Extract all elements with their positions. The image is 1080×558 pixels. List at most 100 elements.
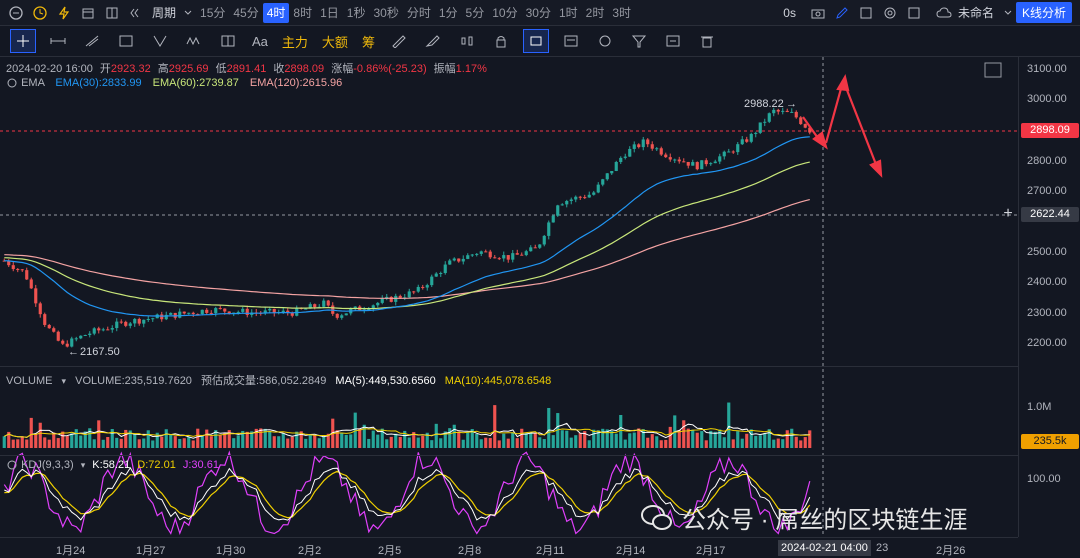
menu-icon[interactable] [8, 5, 24, 21]
volume-bar [389, 436, 393, 448]
volume-bar [583, 431, 587, 448]
volume-value: VOLUME:235,519.7620 [75, 375, 192, 387]
volume-bars [2, 402, 812, 448]
trash-icon[interactable] [695, 30, 719, 52]
volume-bar [722, 437, 726, 448]
candle [340, 315, 344, 318]
price-chart[interactable]: 2988.22 → ← 2167.50 [0, 57, 1018, 537]
volume-bar [461, 439, 465, 448]
text-tool[interactable]: Aa [252, 33, 268, 49]
clock-icon[interactable] [32, 5, 48, 21]
chevron-down-icon-2[interactable] [1000, 5, 1016, 21]
period-1s[interactable]: 1秒 [346, 5, 366, 20]
candle [722, 151, 726, 157]
period-10m[interactable]: 10分 [492, 5, 518, 20]
volume-bar [655, 436, 659, 448]
wave-icon[interactable] [182, 30, 206, 52]
period-timeshare[interactable]: 分时 [406, 5, 431, 20]
volume-bar [484, 437, 488, 448]
ema-label[interactable]: EMA [21, 77, 45, 89]
brush-icon[interactable] [421, 30, 445, 52]
volume-bar [641, 429, 645, 448]
period-8h[interactable]: 8时 [293, 5, 313, 20]
horizontal-line-icon[interactable] [46, 30, 70, 52]
big-orders-button[interactable]: 大额 [321, 34, 348, 50]
time-axis[interactable]: 1月24 1月27 1月30 2月2 2月5 2月8 2月11 2月14 2月1… [0, 537, 1018, 558]
chips-button[interactable]: 筹 [361, 34, 375, 50]
candle [758, 122, 762, 133]
main-force-button[interactable]: 主力 [281, 34, 308, 50]
volume-bar [380, 428, 384, 448]
price-tick: 2500.00 [1027, 246, 1067, 258]
link-icon[interactable] [593, 30, 617, 52]
ruler-icon[interactable] [387, 30, 411, 52]
period-30m[interactable]: 30分 [525, 5, 551, 20]
candle [515, 253, 519, 255]
candle [740, 139, 744, 145]
layout-icon[interactable] [104, 5, 120, 21]
trend-line-icon[interactable] [80, 30, 104, 52]
lock-icon[interactable] [489, 30, 513, 52]
seconds-label[interactable]: 0s [783, 5, 796, 20]
sync-icon[interactable] [661, 30, 685, 52]
candle [101, 329, 105, 331]
period-2h[interactable]: 2时 [585, 5, 605, 20]
rectangle-icon[interactable] [114, 30, 138, 52]
period-1h[interactable]: 1时 [558, 5, 578, 20]
fib-icon[interactable] [148, 30, 172, 52]
flash-icon[interactable] [56, 5, 72, 21]
period-30s[interactable]: 30秒 [373, 5, 399, 20]
fullscreen-icon[interactable] [906, 5, 922, 21]
volume-bar [74, 429, 78, 448]
edit-icon[interactable] [834, 5, 850, 21]
candle [646, 139, 650, 145]
chevron-left-icon[interactable] [128, 5, 144, 21]
candle [430, 276, 434, 286]
candle [664, 154, 668, 158]
period-45m[interactable]: 45分 [233, 5, 259, 20]
calendar-icon[interactable] [80, 5, 96, 21]
candle [200, 309, 204, 315]
volume-bar [430, 440, 434, 448]
cloud-icon[interactable] [936, 5, 952, 21]
period-5m[interactable]: 5分 [465, 5, 485, 20]
volume-bar [295, 431, 299, 448]
crosshair-tool-icon[interactable] [10, 29, 36, 53]
period-1d[interactable]: 1日 [320, 5, 339, 20]
volume-bar [209, 436, 213, 448]
candle [97, 328, 101, 331]
expand-icon[interactable] [984, 62, 1002, 78]
measure-icon[interactable] [216, 30, 240, 52]
candle [236, 311, 240, 313]
close-label: 收 [273, 63, 285, 75]
layout-name[interactable]: 未命名 [957, 6, 994, 20]
candle [785, 110, 789, 113]
period-1m[interactable]: 1分 [438, 5, 458, 20]
candle [38, 303, 42, 315]
candle [146, 319, 150, 321]
kline-analysis-button[interactable]: K线分析 [1015, 2, 1072, 23]
eye-icon-2[interactable] [6, 460, 18, 470]
candle [587, 194, 591, 198]
magnet-icon[interactable] [522, 29, 549, 53]
kdj-axis-tick: 100.00 [1027, 473, 1061, 485]
template-icon[interactable] [559, 30, 583, 52]
plus-icon[interactable]: + [1003, 205, 1013, 222]
period-4h[interactable]: 4时 [262, 2, 290, 23]
candles-icon[interactable] [455, 30, 479, 52]
kdj-label[interactable]: KDJ(9,3,3) [21, 459, 74, 471]
volume-bar [727, 402, 731, 448]
camera-icon[interactable] [810, 5, 826, 21]
volume-label[interactable]: VOLUME [6, 375, 53, 387]
period-menu[interactable]: 周期 [152, 5, 177, 20]
volume-bar [547, 407, 551, 448]
filter-icon[interactable] [627, 30, 651, 52]
period-3h[interactable]: 3时 [612, 5, 632, 20]
gear-icon[interactable] [882, 5, 898, 21]
eye-icon[interactable] [6, 78, 18, 88]
period-15m[interactable]: 15分 [200, 5, 226, 20]
image-icon[interactable] [858, 5, 874, 21]
volume-bar [524, 432, 528, 448]
chevron-down-icon[interactable] [180, 5, 196, 21]
price-axis[interactable]: 3100.00 3000.00 2800.00 2700.00 2500.00 … [1018, 57, 1080, 537]
